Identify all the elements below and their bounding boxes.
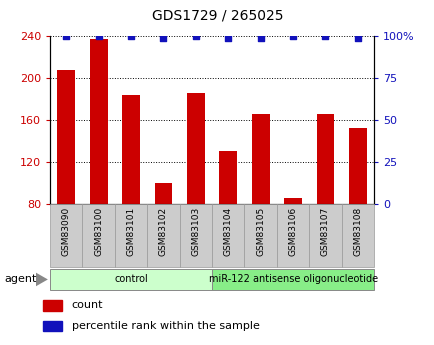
Text: GSM83107: GSM83107 <box>320 207 329 256</box>
Bar <box>57 70 75 204</box>
Bar <box>348 128 366 204</box>
Bar <box>187 93 204 204</box>
Text: GSM83090: GSM83090 <box>62 207 71 256</box>
Bar <box>212 204 244 267</box>
Point <box>354 35 361 41</box>
Point <box>224 35 231 41</box>
Text: GSM83106: GSM83106 <box>288 207 297 256</box>
Text: GSM83105: GSM83105 <box>256 207 265 256</box>
Bar <box>219 151 237 204</box>
Text: count: count <box>72 300 103 310</box>
Bar <box>43 300 62 310</box>
Text: GSM83101: GSM83101 <box>126 207 135 256</box>
Bar <box>122 95 140 204</box>
Point <box>192 33 199 39</box>
Point <box>127 33 134 39</box>
Bar <box>89 39 107 204</box>
Point <box>289 33 296 39</box>
Point <box>95 33 102 39</box>
Text: GDS1729 / 265025: GDS1729 / 265025 <box>151 8 283 22</box>
Bar <box>251 114 269 204</box>
Point <box>256 35 263 41</box>
Point <box>160 35 167 41</box>
Bar <box>244 204 276 267</box>
Text: GSM83100: GSM83100 <box>94 207 103 256</box>
Bar <box>154 183 172 204</box>
Text: miR-122 antisense oligonucleotide: miR-122 antisense oligonucleotide <box>208 274 377 284</box>
Bar <box>115 204 147 267</box>
Text: percentile rank within the sample: percentile rank within the sample <box>72 321 259 331</box>
Text: GSM83102: GSM83102 <box>158 207 168 256</box>
Point <box>321 33 328 39</box>
Bar <box>43 321 62 331</box>
Text: GSM83104: GSM83104 <box>223 207 232 256</box>
Polygon shape <box>36 273 48 286</box>
Text: GSM83103: GSM83103 <box>191 207 200 256</box>
Bar <box>316 114 334 204</box>
Text: agent: agent <box>4 275 36 284</box>
Bar <box>179 204 212 267</box>
Bar <box>309 204 341 267</box>
Bar <box>341 204 373 267</box>
Bar <box>50 268 212 290</box>
Bar <box>283 198 301 204</box>
Point <box>62 33 69 39</box>
Bar <box>147 204 179 267</box>
Bar <box>82 204 115 267</box>
Text: control: control <box>114 274 148 284</box>
Text: GSM83108: GSM83108 <box>352 207 362 256</box>
Bar <box>276 204 309 267</box>
Bar <box>212 268 373 290</box>
Bar <box>50 204 82 267</box>
